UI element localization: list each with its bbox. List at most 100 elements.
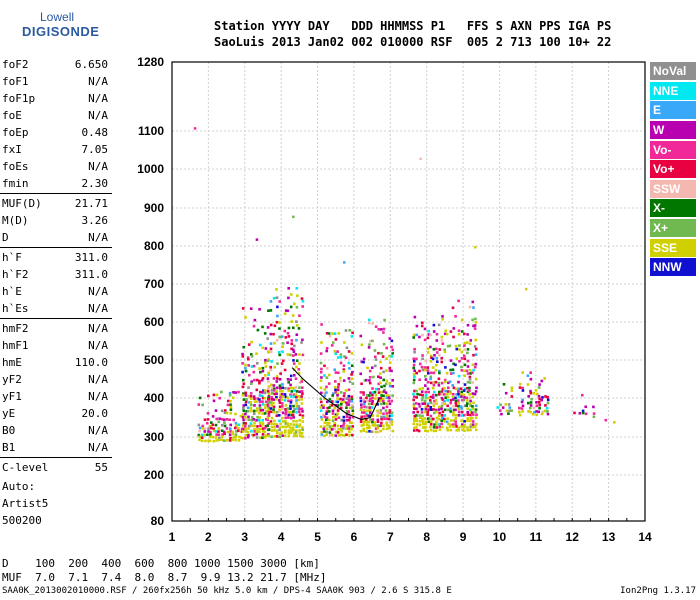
echo-point	[272, 377, 276, 380]
echo-point	[256, 397, 259, 400]
echo-point	[432, 426, 436, 429]
echo-point	[328, 406, 331, 409]
echo-point	[339, 361, 343, 365]
echo-point	[413, 389, 416, 393]
echo-point	[452, 413, 455, 417]
echo-point	[463, 387, 467, 391]
echo-point	[584, 412, 588, 416]
echo-point	[529, 410, 532, 414]
echo-point	[518, 413, 522, 417]
echo-point	[363, 405, 366, 409]
echo-point	[412, 357, 416, 361]
echo-point	[266, 389, 270, 393]
echo-point	[253, 409, 256, 413]
echo-point	[289, 401, 293, 404]
echo-point	[301, 299, 305, 303]
echo-point	[342, 364, 346, 367]
echo-point	[415, 423, 419, 426]
echo-point	[212, 393, 216, 397]
echo-point	[265, 418, 268, 421]
echo-point	[278, 426, 282, 429]
echo-point	[348, 406, 352, 410]
echo-point	[281, 411, 285, 415]
echo-point	[284, 408, 287, 411]
echo-point	[469, 408, 472, 412]
param-row: B0 N/A	[0, 422, 112, 439]
echo-point	[466, 413, 470, 416]
echo-point	[261, 423, 264, 427]
echo-point	[457, 404, 460, 408]
echo-point	[258, 308, 261, 311]
echo-point	[215, 393, 219, 397]
echo-point	[281, 405, 284, 408]
echo-point	[289, 378, 292, 381]
echo-point	[345, 418, 349, 422]
echo-point	[261, 346, 264, 350]
echo-point	[287, 335, 291, 338]
outlier-point	[419, 157, 422, 161]
echo-point	[267, 401, 270, 404]
param-name: C-level	[2, 461, 49, 474]
echo-point	[369, 411, 372, 414]
echo-point	[471, 425, 474, 429]
echo-point	[374, 364, 377, 368]
echo-point	[460, 393, 463, 396]
echo-point	[444, 389, 447, 393]
echo-point	[330, 344, 334, 347]
echo-point	[293, 302, 296, 306]
echo-point	[298, 353, 301, 356]
echo-point	[336, 356, 340, 359]
echo-point	[380, 328, 383, 331]
echo-point	[457, 410, 461, 414]
station-header: Station YYYY DAY DDD HHMMSS P1 FFS S AXN…	[214, 18, 611, 50]
echo-point	[298, 419, 301, 422]
echo-point	[336, 424, 340, 428]
echo-point	[325, 376, 329, 379]
echo-point	[383, 417, 386, 421]
echo-point	[427, 390, 430, 394]
echo-point	[543, 377, 546, 380]
param-row: B1 N/A	[0, 439, 112, 456]
echo-point	[510, 386, 514, 390]
echo-point	[529, 377, 533, 381]
echo-point	[415, 333, 418, 337]
echo-point	[367, 402, 371, 406]
echo-point	[267, 433, 270, 436]
x-tick-label: 6	[351, 530, 358, 544]
echo-point	[344, 389, 348, 392]
echo-point	[270, 416, 274, 420]
echo-point	[426, 369, 430, 372]
echo-point	[359, 334, 363, 338]
echo-point	[229, 408, 233, 412]
echo-point	[206, 418, 210, 421]
echo-point	[286, 422, 290, 425]
echo-point	[270, 386, 274, 390]
echo-point	[376, 409, 379, 413]
echo-point	[420, 411, 424, 414]
echo-point	[471, 363, 475, 367]
echo-point	[278, 428, 281, 432]
echo-point	[438, 354, 441, 357]
echo-point	[253, 378, 256, 382]
echo-point	[201, 424, 205, 428]
echo-point	[367, 424, 371, 428]
echo-point	[438, 423, 441, 426]
echo-point	[446, 428, 450, 432]
echo-point	[221, 424, 224, 427]
echo-point	[385, 405, 389, 409]
echo-point	[220, 429, 224, 432]
echo-point	[273, 392, 276, 396]
echo-point	[520, 407, 524, 410]
echo-point	[371, 414, 375, 417]
echo-point	[440, 390, 444, 393]
echo-point	[267, 394, 271, 398]
echo-point	[438, 371, 441, 375]
echo-point	[258, 394, 262, 397]
echo-point	[284, 425, 288, 429]
echo-point	[420, 390, 424, 393]
echo-point	[379, 360, 382, 364]
echo-point	[532, 406, 536, 410]
echo-point	[298, 434, 302, 438]
echo-point	[443, 386, 446, 390]
echo-point	[267, 410, 271, 413]
